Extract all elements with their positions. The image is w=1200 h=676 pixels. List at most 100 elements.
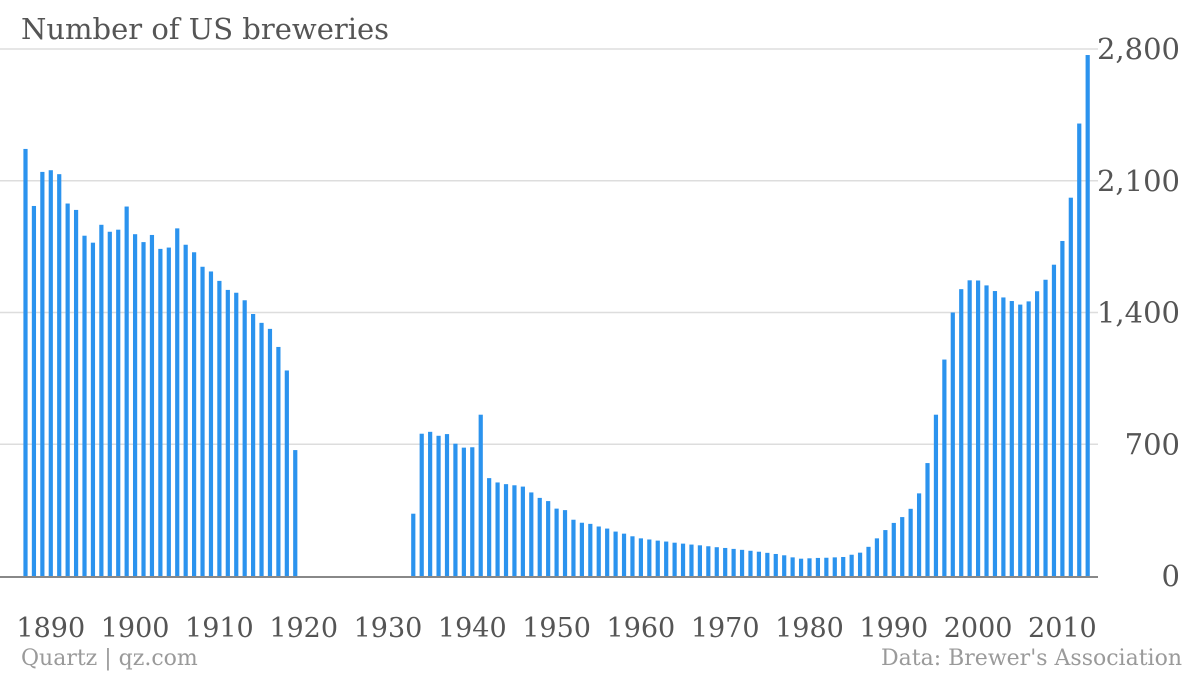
x-tick-label: 1990	[859, 613, 928, 644]
bar-1966	[689, 544, 694, 576]
bar-2002	[992, 291, 998, 576]
bar-1956	[605, 528, 610, 576]
bar-1952	[571, 519, 576, 576]
bar-1896	[99, 224, 104, 576]
x-tick-label: 1900	[101, 613, 170, 644]
bar-1933	[411, 513, 416, 576]
bar-2011	[1068, 197, 1073, 577]
bar-1888	[31, 205, 37, 577]
bar-2012	[1077, 123, 1082, 576]
bar-2013	[1085, 55, 1090, 577]
bar-2001	[984, 285, 989, 576]
y-axis-ticks: 0 700 1,400 2,100 2,800	[1097, 32, 1180, 593]
bar-1962	[655, 540, 660, 576]
bar-1940	[470, 447, 475, 576]
chart-title: Number of US breweries	[21, 12, 390, 46]
bar-1965	[680, 543, 686, 576]
bar-2004	[1009, 301, 1014, 576]
bar-1953	[579, 522, 584, 576]
bar-1998	[959, 289, 964, 576]
bar-1902	[149, 234, 155, 576]
bar-1942	[487, 478, 492, 576]
bar-1993	[916, 493, 922, 576]
bar-1897	[107, 231, 112, 576]
bar-1938	[453, 443, 458, 576]
bar-1982	[824, 557, 829, 576]
bar-2008	[1043, 279, 1048, 576]
bar-1912	[234, 292, 239, 576]
bar-1999	[967, 280, 972, 576]
x-tick-label: 1920	[269, 613, 338, 644]
bar-1918	[284, 370, 289, 576]
bar-1957	[613, 531, 618, 576]
y-tick-label: 2,100	[1097, 164, 1180, 198]
x-tick-label: 2000	[944, 613, 1013, 644]
bar-1904	[166, 247, 171, 576]
bar-1892	[65, 203, 70, 576]
bar-1909	[208, 271, 214, 576]
bar-1979	[798, 558, 804, 576]
bar-1969	[714, 547, 719, 576]
bar-1914	[251, 314, 256, 576]
bar-1994	[925, 463, 930, 576]
bar-1985	[849, 554, 854, 576]
bar-1913	[242, 300, 247, 576]
bar-1975	[765, 552, 770, 576]
data-source: Data: Brewer's Association	[881, 646, 1182, 671]
bar-1907	[192, 252, 197, 576]
bar-1955	[596, 526, 601, 576]
source-credit: Quartz | qz.com	[21, 646, 198, 671]
bar-1895	[90, 242, 96, 577]
bar-1934	[419, 433, 424, 576]
bar-1900	[132, 234, 138, 576]
bar-1992	[908, 508, 913, 576]
bar-1919	[293, 450, 298, 576]
bar-1973	[748, 550, 753, 576]
bar-2007	[1035, 291, 1040, 576]
bar-1939	[461, 447, 466, 576]
y-tick-label: 2,800	[1097, 32, 1180, 66]
bar-1893	[73, 209, 79, 576]
bar-1898	[116, 229, 121, 576]
bar-1987	[866, 546, 871, 576]
bar-1988	[874, 538, 880, 576]
x-tick-label: 1950	[522, 613, 591, 644]
bar-1954	[588, 523, 593, 576]
bar-1947	[529, 492, 534, 576]
gridlines	[0, 48, 1098, 445]
bar-1948	[537, 497, 542, 576]
bar-1917	[276, 346, 281, 576]
bar-1916	[267, 328, 273, 576]
x-tick-label: 1890	[16, 613, 85, 644]
bar-1997	[950, 312, 955, 576]
bar-2009	[1051, 264, 1057, 576]
bar-2003	[1001, 297, 1006, 576]
bar-1958	[621, 533, 627, 576]
bar-1995	[933, 414, 939, 576]
bar-1935	[428, 431, 433, 576]
bar-1986	[857, 552, 863, 576]
bar-1989	[883, 530, 888, 576]
bar-1996	[942, 359, 947, 576]
bar-2000	[975, 280, 981, 576]
bar-1936	[436, 435, 441, 576]
y-tick-label: 700	[1125, 427, 1180, 461]
bar-1977	[782, 555, 787, 576]
bar-1972	[739, 549, 745, 576]
bar-1911	[225, 289, 230, 576]
bar-1887	[23, 148, 28, 577]
bar-1915	[259, 322, 264, 576]
bar-1903	[158, 248, 163, 576]
bar-1894	[82, 235, 87, 577]
bar-1983	[832, 557, 837, 576]
y-tick-label: 1,400	[1097, 296, 1180, 330]
bar-1978	[790, 557, 795, 576]
x-tick-label: 1940	[438, 613, 507, 644]
bar-1964	[672, 542, 677, 576]
bar-1941	[478, 414, 483, 576]
x-tick-label: 1910	[185, 613, 254, 644]
bar-1944	[503, 484, 509, 576]
bar-1980	[807, 558, 812, 576]
bar-1984	[841, 556, 846, 576]
